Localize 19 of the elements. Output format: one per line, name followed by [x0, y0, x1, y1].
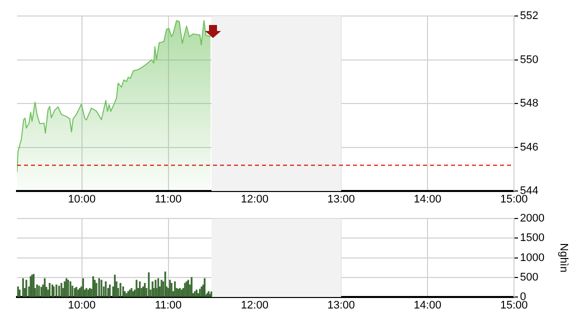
x-tick-label: 10:00 — [68, 300, 96, 312]
y-tick-label: 550 — [520, 54, 538, 66]
x-tick-label: 14:00 — [414, 300, 442, 312]
x-tick-label: 12:00 — [240, 300, 268, 312]
y-tick-label: 2000 — [520, 212, 544, 225]
x-tick-label: 11:00 — [154, 300, 182, 312]
y-tick-label: 548 — [520, 98, 538, 110]
x-tick-label: 12:00 — [240, 194, 268, 206]
x-tick-label: 11:00 — [154, 194, 182, 206]
y-axis-title: Nghìn — [557, 243, 570, 272]
x-tick-label: 13:00 — [327, 194, 355, 206]
y-tick-label: 500 — [520, 271, 538, 284]
y-tick-label: 552 — [520, 10, 538, 22]
x-tick-label: 13:00 — [327, 300, 355, 312]
x-tick-label: 14:00 — [414, 194, 442, 206]
y-tick-label: 1000 — [520, 252, 544, 264]
x-tick-label: 10:00 — [68, 194, 96, 206]
y-tick-label: 1500 — [520, 232, 544, 244]
y-tick-label: 546 — [520, 141, 538, 154]
